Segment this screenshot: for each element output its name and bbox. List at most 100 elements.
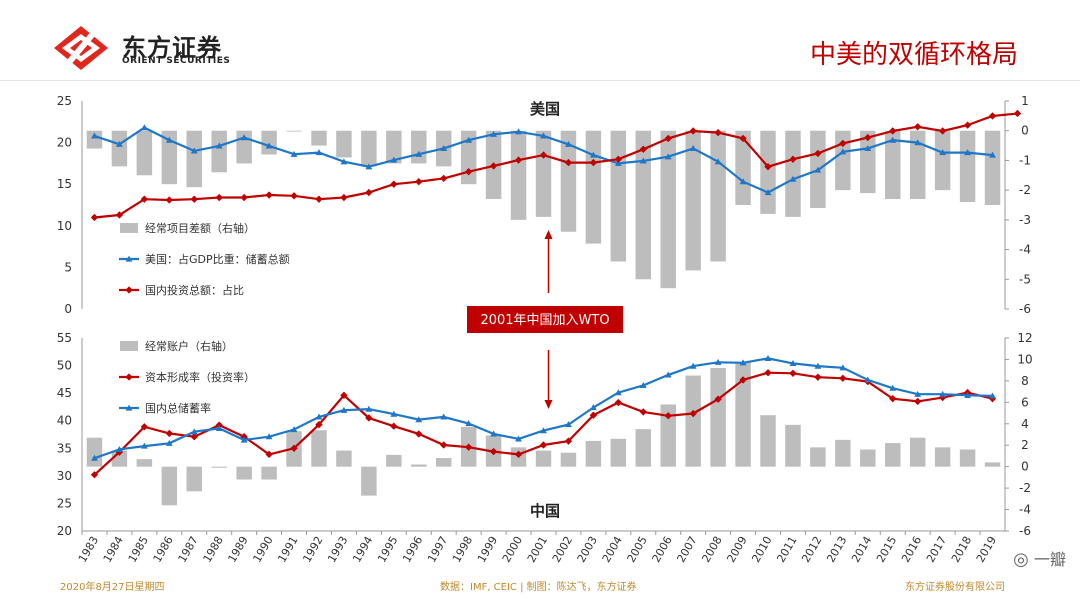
cn-bar — [161, 466, 178, 506]
cn-right-tick-label: 4 — [1021, 417, 1029, 431]
us-bar — [685, 130, 701, 271]
x-tick-label: 1985 — [126, 534, 151, 565]
orient-logo-icon — [54, 26, 108, 70]
us-right-tick-label: -2 — [1019, 183, 1031, 197]
us-red-point — [988, 112, 997, 120]
x-tick-label: 1997 — [425, 534, 450, 565]
cn-bar — [685, 375, 701, 467]
us-red-point — [714, 128, 722, 137]
x-tick-label: 1984 — [101, 534, 126, 565]
brand-english-name: ORIENT SECURITIES — [122, 56, 231, 66]
cn-left-tick-label: 30 — [57, 469, 72, 483]
us-blue-point — [614, 160, 622, 166]
cn-bar — [336, 450, 352, 467]
china-chart-panel: 20 25 30 35 40 45 50 55 -6 -4 -2 0 2 4 6 8 10 12 中国 经常账户（右轴… — [57, 331, 1033, 538]
cn-red-point — [165, 429, 173, 438]
x-tick-label: 2017 — [924, 534, 949, 565]
us-blue-point — [240, 134, 248, 141]
cn-bar — [909, 437, 926, 467]
x-tick-label: 1998 — [450, 534, 475, 565]
us-bar — [361, 130, 377, 167]
cn-bar — [735, 361, 751, 467]
cn-bar — [560, 452, 577, 467]
cn-right-tick-label: 0 — [1021, 460, 1029, 474]
cn-blue-point — [939, 390, 947, 397]
us-red-point — [240, 193, 248, 202]
us-left-tick-label: 15 — [57, 177, 72, 191]
footer-company: 东方证券股份有限公司 — [905, 582, 1005, 593]
us-left-tick-label: 10 — [57, 219, 72, 233]
cn-red-point — [539, 441, 548, 449]
us-blue-point — [440, 145, 448, 152]
cn-bar — [211, 466, 227, 468]
us-left-tick-label: 25 — [57, 94, 72, 108]
us-blue-point — [864, 145, 872, 152]
cn-legend-label: 国内总储蓄率 — [145, 401, 211, 415]
cn-bar — [934, 447, 951, 467]
us-bar — [535, 130, 552, 217]
cn-panel-title: 中国 — [530, 502, 560, 520]
cn-red-point — [589, 411, 598, 419]
cn-blue-point — [116, 445, 123, 452]
cn-bar — [785, 424, 801, 467]
us-red-point — [963, 121, 972, 129]
us-red-point — [764, 163, 772, 171]
cn-bar — [411, 464, 427, 467]
us-blue-point — [265, 142, 273, 149]
cn-legend-marker — [125, 373, 133, 381]
us-red-point — [340, 193, 348, 202]
cn-blue-point — [889, 384, 897, 391]
cn-red-point — [489, 447, 498, 456]
x-tick-label: 2004 — [600, 534, 625, 565]
us-blue-point — [964, 149, 971, 156]
us-bar — [835, 130, 851, 191]
cn-red-point — [365, 414, 373, 422]
x-tick-label: 1995 — [375, 534, 400, 565]
us-left-tick-label: 20 — [57, 136, 72, 150]
us-blue-point — [839, 148, 847, 155]
us-blue-point — [515, 128, 522, 135]
us-bar — [211, 130, 227, 173]
cn-red-point — [315, 420, 323, 429]
us-red-point — [415, 178, 423, 186]
cn-bar — [186, 466, 202, 492]
us-blue-point — [340, 158, 348, 165]
us-red-point — [365, 188, 373, 197]
cn-bar — [610, 438, 627, 467]
cn-blue-point — [540, 427, 547, 434]
cn-blue-point — [565, 421, 572, 428]
cn-bar — [361, 466, 377, 496]
cn-blue-point — [714, 358, 722, 365]
us-right-tick-label: -6 — [1019, 302, 1031, 316]
x-tick-label: 2006 — [650, 534, 675, 565]
watermark: ◎ 一瓣 — [1013, 546, 1066, 570]
cn-red-point — [814, 373, 822, 381]
x-tick-label: 2015 — [874, 534, 899, 565]
x-tick-label: 1986 — [151, 534, 176, 565]
cn-left-tick-label: 40 — [57, 414, 72, 428]
x-tick-label: 2000 — [500, 534, 525, 565]
footer-date: 2020年8月27日星期四 — [60, 582, 165, 593]
wechat-icon: ◎ — [1013, 549, 1029, 570]
cn-left-tick-label: 45 — [57, 386, 72, 400]
us-blue-point — [540, 132, 547, 139]
us-red-point — [190, 195, 198, 203]
cn-left-tick-label: 50 — [57, 359, 72, 373]
cn-bar — [984, 462, 1001, 467]
cn-blue-point — [490, 430, 498, 437]
cn-right-tick-label: -2 — [1019, 481, 1031, 495]
us-blue-point — [714, 158, 722, 165]
us-bar — [86, 130, 103, 149]
cn-red-point — [190, 433, 198, 441]
us-bar — [984, 130, 1001, 205]
us-bar — [311, 130, 327, 146]
us-red-point — [390, 180, 398, 188]
x-tick-label: 2010 — [749, 534, 774, 565]
us-blue-point — [91, 132, 98, 139]
x-tick-label: 1992 — [300, 534, 325, 565]
cn-blue-point — [465, 420, 473, 427]
cn-blue-point — [664, 371, 672, 378]
us-bar — [909, 130, 926, 200]
us-right-tick-label: -5 — [1019, 272, 1031, 286]
